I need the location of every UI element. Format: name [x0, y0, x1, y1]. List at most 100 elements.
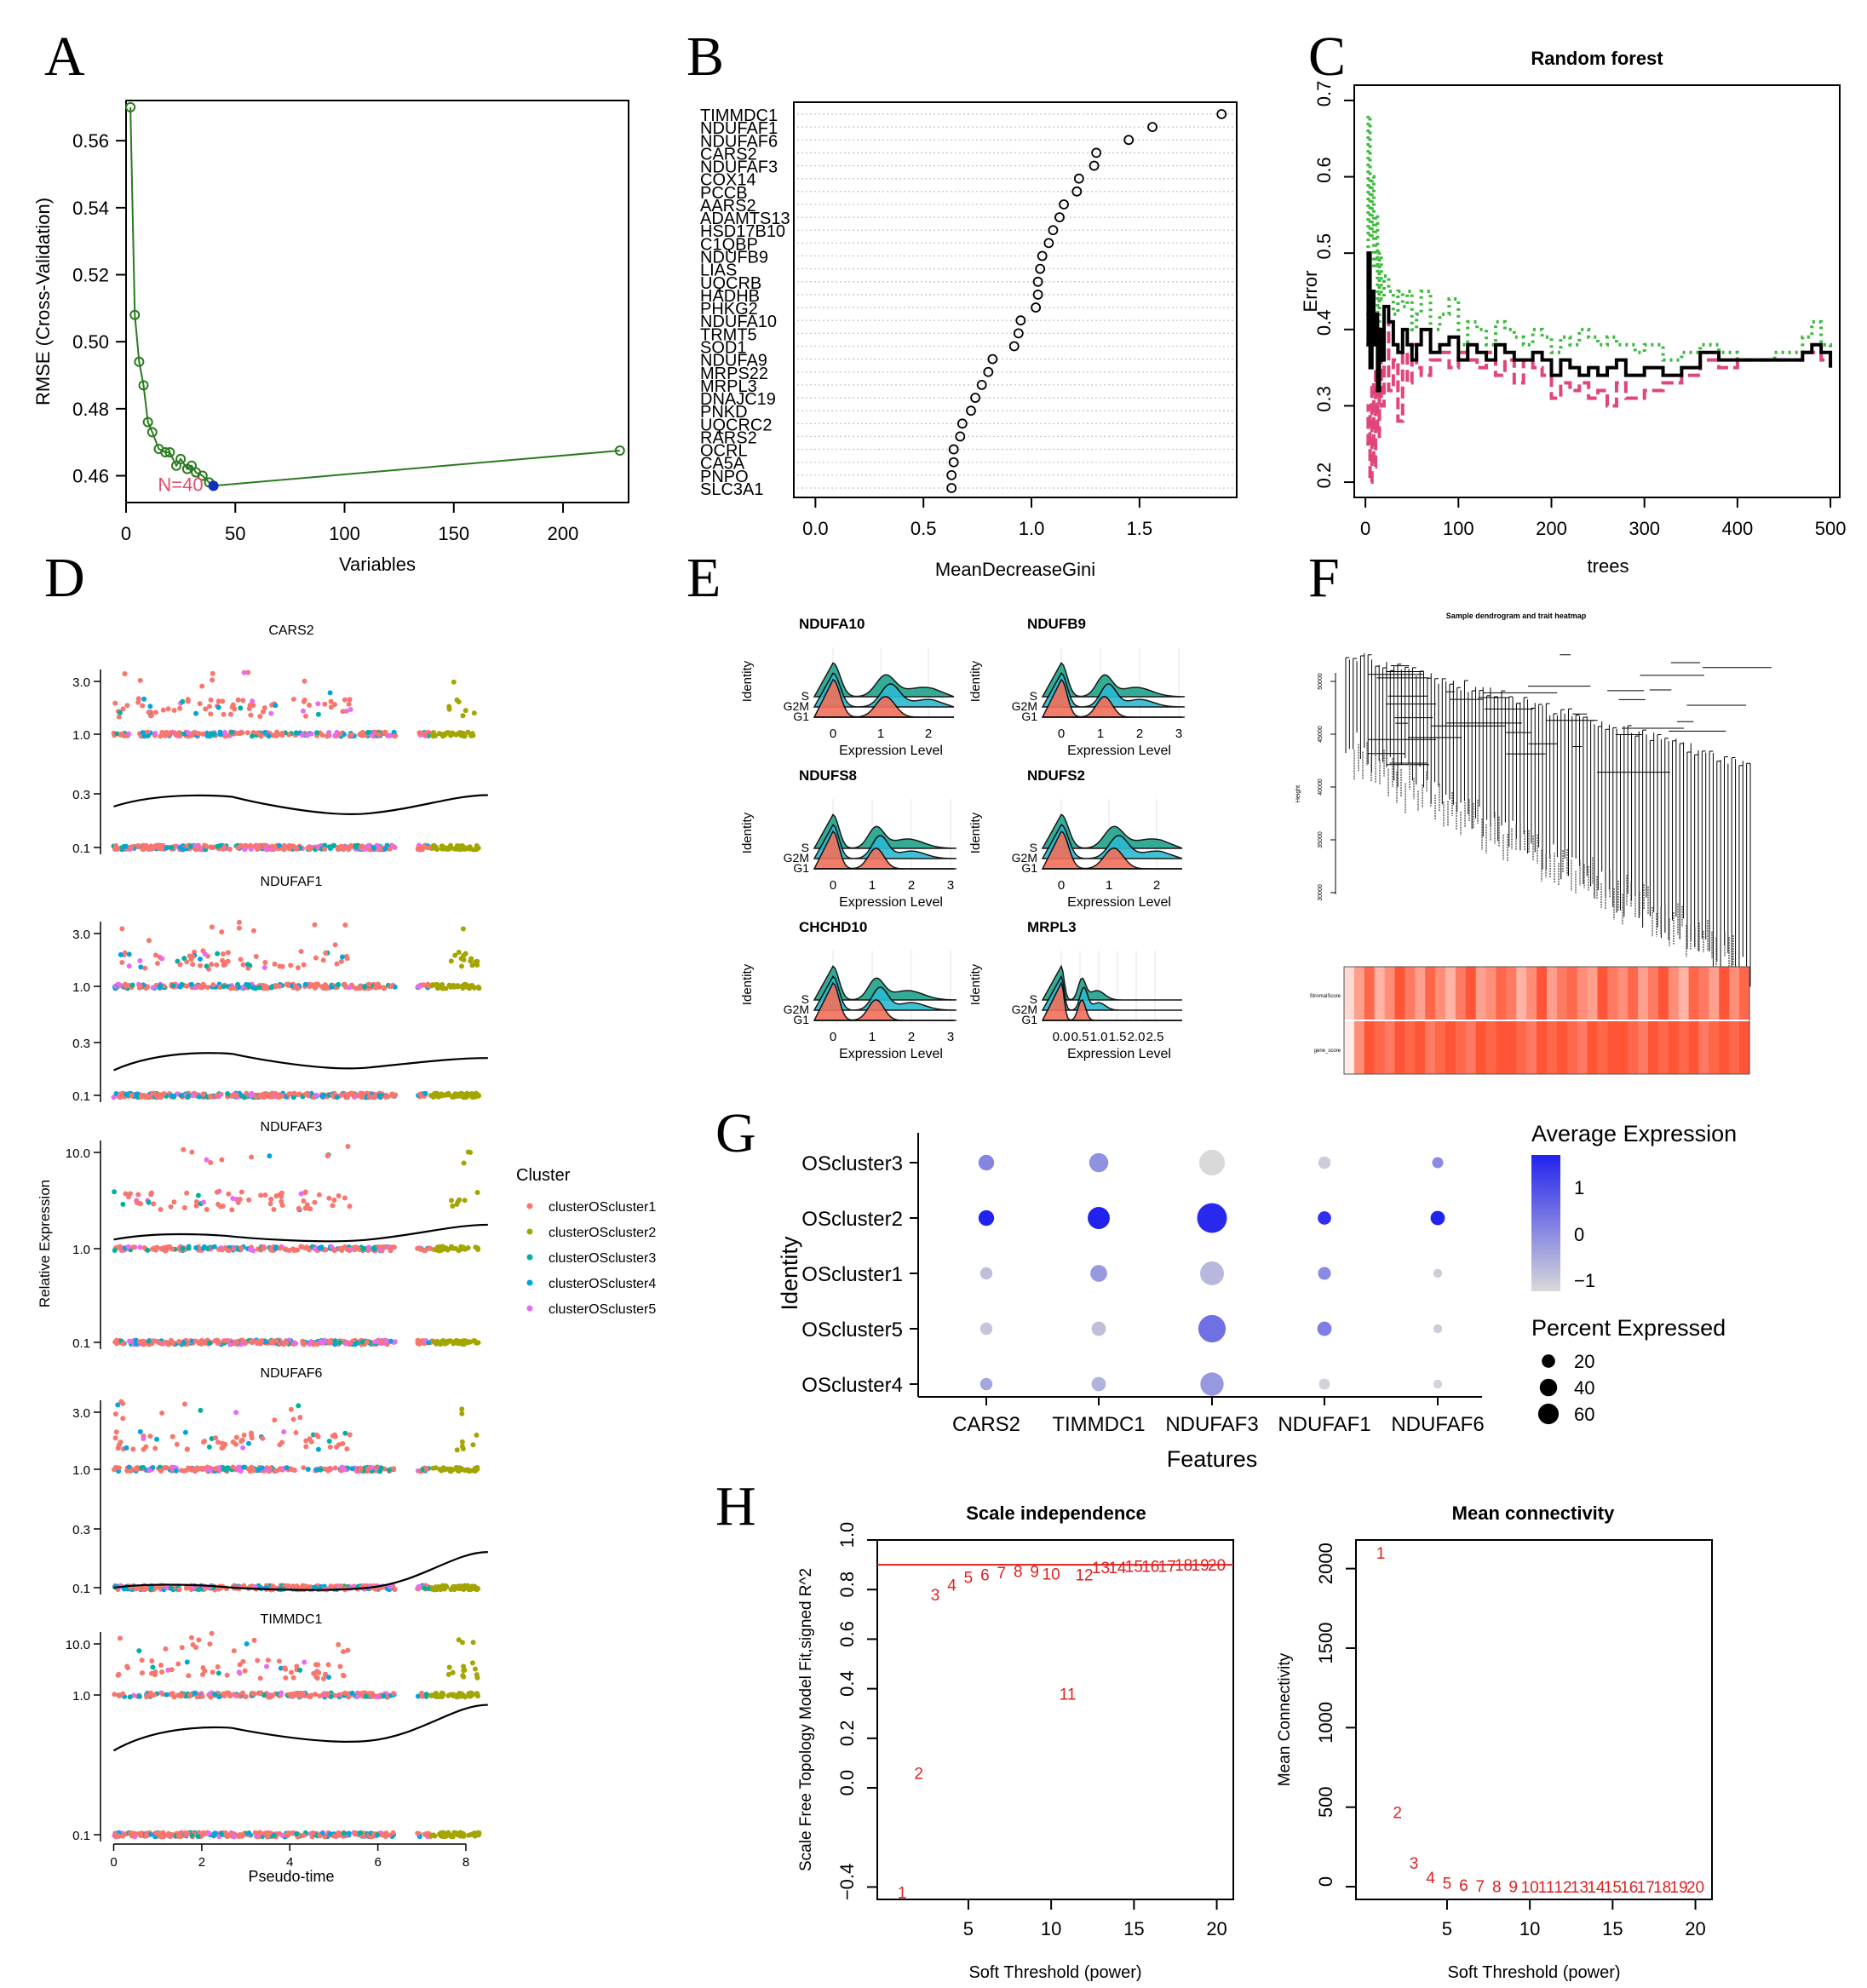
cell-point — [325, 1675, 331, 1681]
cell-point — [340, 1440, 346, 1446]
size-legend-label: 40 — [1574, 1377, 1594, 1399]
cell-point — [118, 951, 124, 957]
cell-point — [439, 1468, 445, 1474]
cell-point — [360, 1246, 366, 1252]
cell-point — [322, 846, 328, 852]
gini-point — [970, 393, 980, 403]
cell-point — [294, 1663, 300, 1669]
gini-point — [983, 366, 994, 377]
cell-point — [270, 1338, 276, 1344]
expression-dot — [979, 1267, 993, 1280]
cell-point — [142, 965, 148, 971]
cell-point — [474, 1691, 480, 1697]
cell-point — [442, 1341, 448, 1347]
cell-point — [179, 1645, 185, 1651]
cell-point — [355, 985, 361, 991]
cell-point — [461, 1160, 467, 1166]
cell-point — [423, 1466, 429, 1472]
category-label: PCCB — [700, 184, 748, 203]
cell-point — [302, 713, 308, 719]
cell-point — [342, 1091, 348, 1097]
cell-point — [238, 1468, 244, 1474]
x-tick-label: 3 — [947, 1030, 954, 1044]
rmse-point — [138, 380, 149, 391]
cell-point — [213, 1435, 219, 1441]
cell-point — [294, 1831, 300, 1837]
gini-point — [1032, 276, 1043, 287]
cell-point — [223, 1466, 229, 1472]
panel-label-h: H — [715, 1475, 756, 1537]
cell-point — [279, 730, 285, 736]
x-tick-label: 2.5 — [1146, 1030, 1164, 1044]
cell-point — [302, 1340, 307, 1346]
cell-point — [437, 731, 443, 737]
cell-point — [238, 1438, 244, 1444]
y-tick-label: 0.7 — [1313, 81, 1335, 107]
cell-point — [290, 1246, 296, 1252]
cell-point — [229, 1207, 235, 1213]
heatmap-cell — [1698, 967, 1709, 1020]
cell-point — [112, 1247, 118, 1253]
cell-point — [466, 1832, 472, 1838]
cell-point — [204, 1206, 210, 1212]
cell-point — [348, 842, 353, 848]
cell-point — [210, 677, 215, 683]
cell-point — [322, 701, 328, 707]
cell-point — [181, 1146, 187, 1152]
cell-point — [118, 1399, 124, 1405]
error-line-class1 — [1366, 312, 1833, 485]
y-axis-label: Scale Free Topology Model Fit,signed R^2 — [797, 1568, 815, 1871]
cell-point — [159, 956, 165, 962]
category-label: C1QBP — [700, 235, 758, 254]
heatmap-cell — [1506, 1021, 1517, 1074]
rmse-point — [142, 417, 153, 428]
cell-point — [113, 1341, 119, 1347]
cell-point — [302, 1189, 308, 1195]
cell-point — [168, 730, 174, 736]
cell-point — [366, 1244, 372, 1250]
y-tick-label: 500 — [1315, 1786, 1336, 1818]
cell-point — [215, 1439, 221, 1445]
panel-label-a: A — [44, 26, 85, 88]
x-axis-label: MeanDecreaseGini — [935, 559, 1095, 580]
y-tick-label: 0.4 — [1313, 310, 1335, 336]
heatmap-cell — [1739, 967, 1750, 1020]
cell-point — [296, 1403, 302, 1409]
y-tick-label: 1.0 — [836, 1522, 858, 1548]
identity-label: G1 — [1021, 861, 1037, 875]
cell-point — [209, 962, 215, 968]
x-tick-label: 20 — [1206, 1918, 1226, 1939]
cell-point — [237, 1196, 243, 1202]
cell-point — [138, 1094, 144, 1100]
cell-point — [314, 1669, 320, 1675]
cell-point — [120, 1341, 126, 1347]
cell-point — [130, 1244, 136, 1250]
expression-dot — [1090, 1265, 1107, 1282]
x-tick-label: 0 — [830, 1030, 836, 1044]
cell-point — [245, 965, 251, 971]
y-axis-label: Identity — [968, 963, 983, 1005]
cell-point — [135, 1192, 141, 1198]
cell-point — [349, 1690, 355, 1696]
y-tick-label: 1.0 — [72, 1689, 90, 1704]
cell-point — [149, 1658, 155, 1663]
cell-point — [208, 1094, 214, 1100]
cell-point — [302, 1205, 308, 1211]
cell-point — [136, 1339, 142, 1345]
category-label: UQCRC2 — [700, 416, 772, 434]
heatmap-cell — [1668, 1021, 1680, 1074]
cell-point — [460, 1445, 466, 1451]
cell-point — [174, 1441, 180, 1447]
expression-dot — [978, 1209, 995, 1227]
expression-dot — [1432, 1157, 1444, 1169]
gini-point — [948, 457, 959, 468]
cell-point — [229, 1094, 235, 1100]
cell-point — [340, 1672, 346, 1678]
ridge-gene-title: CHCHD10 — [799, 919, 867, 935]
cell-point — [383, 1094, 389, 1100]
cell-point — [151, 1201, 157, 1207]
cell-point — [375, 981, 381, 987]
power-point: 10 — [1521, 1879, 1539, 1897]
cell-point — [434, 1338, 440, 1344]
cell-point — [347, 1432, 353, 1438]
